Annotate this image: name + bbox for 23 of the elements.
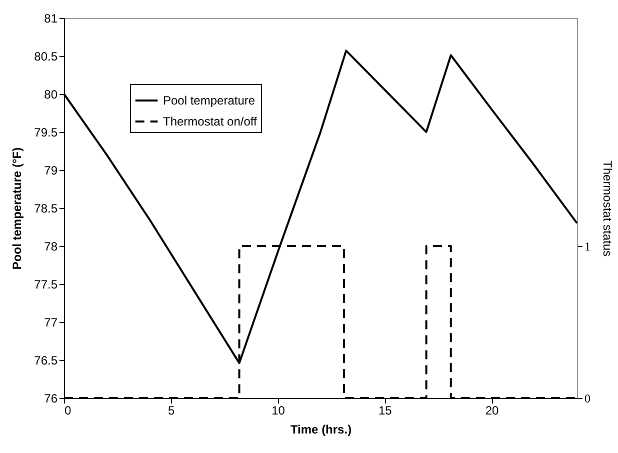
x-tick-label: 0 bbox=[64, 404, 72, 418]
y-tick-label: 78 bbox=[44, 240, 58, 254]
x-tick-label: 10 bbox=[272, 404, 286, 418]
x-tick-label: 15 bbox=[378, 404, 392, 418]
y-tick-label: 76.5 bbox=[34, 354, 58, 368]
y-tick-label: 78.5 bbox=[34, 202, 58, 216]
y2-tick-label: 1 bbox=[584, 240, 590, 254]
y-axis-title: Pool temperature (°F) bbox=[10, 147, 24, 270]
y2-axis-title: Thermostat status bbox=[600, 160, 614, 257]
legend-label: Thermostat on/off bbox=[163, 114, 258, 128]
y-tick-label: 80 bbox=[44, 88, 58, 102]
y-tick-label: 77.5 bbox=[34, 278, 58, 292]
y-tick-label: 79.5 bbox=[34, 126, 58, 140]
x-axis-title: Time (hrs.) bbox=[290, 422, 352, 436]
y2-tick-label: 0 bbox=[584, 392, 590, 406]
x-tick-label: 5 bbox=[168, 404, 176, 418]
y-tick-label: 79 bbox=[44, 164, 58, 178]
y-tick-label: 81 bbox=[44, 12, 58, 26]
y-tick-label: 77 bbox=[44, 316, 58, 330]
y-tick-label: 80.5 bbox=[34, 50, 58, 64]
y-tick-label: 76 bbox=[44, 392, 58, 406]
x-tick-label: 20 bbox=[485, 404, 499, 418]
legend-label: Pool temperature bbox=[163, 94, 256, 108]
